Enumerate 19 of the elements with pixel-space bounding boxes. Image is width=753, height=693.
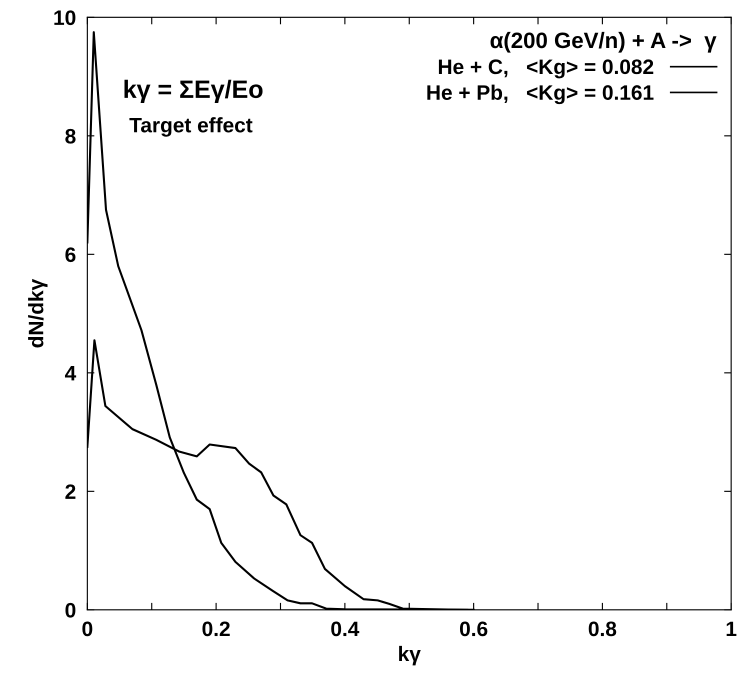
x-tick-label: 0.2 bbox=[202, 622, 230, 636]
y-tick-label: 6 bbox=[65, 247, 76, 262]
x-tick-label: 0.4 bbox=[331, 622, 360, 636]
annotation: Target effect bbox=[129, 117, 252, 137]
x-axis-title: kγ bbox=[399, 646, 421, 666]
y-tick-label: 10 bbox=[54, 10, 76, 26]
y-tick-label: 0 bbox=[65, 602, 76, 618]
legend-label: He + Pb, <Kg> = 0.161 bbox=[427, 84, 654, 104]
y-tick-label: 8 bbox=[65, 128, 76, 144]
y-tick-label: 4 bbox=[64, 366, 76, 380]
y-axis-title: dN/dkγ bbox=[28, 278, 48, 348]
x-tick-label: 0.6 bbox=[460, 622, 488, 636]
legend-label: He + C, <Kg> = 0.082 bbox=[438, 59, 654, 78]
x-tick-label: 0.8 bbox=[588, 622, 616, 636]
annotation: kγ = ΣEγ/Eo bbox=[124, 80, 263, 104]
x-tick-label: 0 bbox=[82, 622, 92, 636]
x-tick-label: 1 bbox=[726, 622, 736, 636]
legend-title: α(200 GeV/n) + A -> γ bbox=[490, 32, 716, 53]
y-tick-label: 2 bbox=[65, 484, 76, 499]
